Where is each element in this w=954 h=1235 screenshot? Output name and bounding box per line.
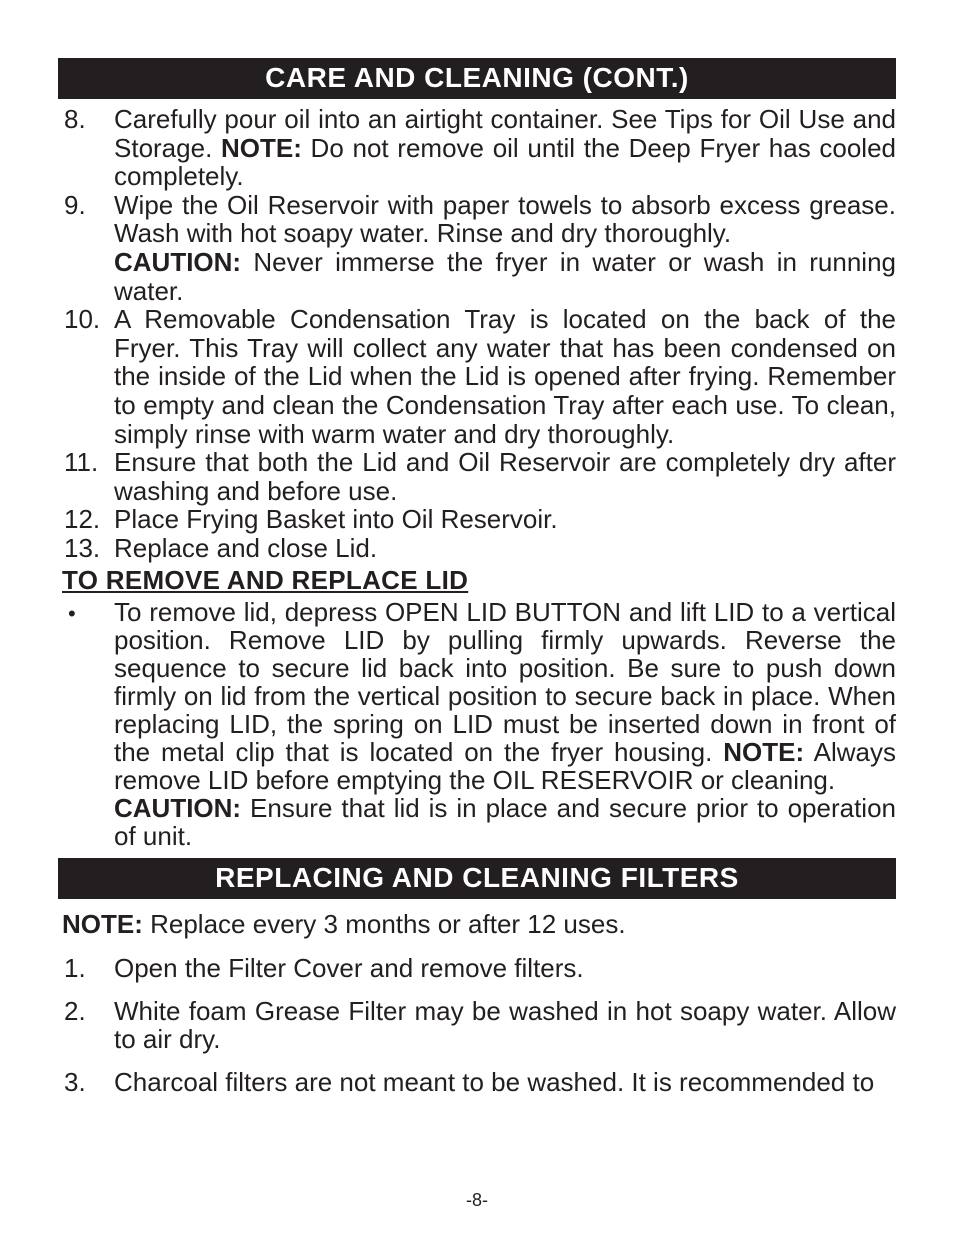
lid-bullet-item: • To remove lid, depress OPEN LID BUTTON…	[58, 598, 896, 851]
care-item-9: 9. Wipe the Oil Reservoir with paper tow…	[58, 191, 896, 305]
filters-list: 1. Open the Filter Cover and remove filt…	[58, 954, 896, 1096]
care-item-8: 8. Carefully pour oil into an airtight c…	[58, 105, 896, 191]
caution-label: CAUTION:	[114, 793, 241, 823]
list-number: 12.	[58, 505, 114, 534]
filters-item-1: 1. Open the Filter Cover and remove filt…	[58, 954, 896, 983]
sub-heading-lid: TO REMOVE AND REPLACE LID	[58, 565, 896, 596]
care-item-10: 10. A Removable Condensation Tray is loc…	[58, 305, 896, 448]
note-label: NOTE:	[723, 737, 804, 767]
list-body: To remove lid, depress OPEN LID BUTTON a…	[114, 598, 896, 851]
list-body: Place Frying Basket into Oil Reservoir.	[114, 505, 896, 534]
list-number: 9.	[58, 191, 114, 305]
list-number: 8.	[58, 105, 114, 191]
section-header-care: CARE AND CLEANING (CONT.)	[58, 58, 896, 99]
note-label: NOTE:	[62, 909, 143, 939]
list-number: 10.	[58, 305, 114, 448]
filters-item-3: 3. Charcoal filters are not meant to be …	[58, 1068, 896, 1097]
filters-item-2: 2. White foam Grease Filter may be washe…	[58, 997, 896, 1054]
filters-note: NOTE: Replace every 3 months or after 12…	[58, 909, 896, 940]
lid-bullet-list: • To remove lid, depress OPEN LID BUTTON…	[58, 598, 896, 851]
list-body: Ensure that both the Lid and Oil Reservo…	[114, 448, 896, 505]
list-body: White foam Grease Filter may be washed i…	[114, 997, 896, 1054]
care-item-12: 12. Place Frying Basket into Oil Reservo…	[58, 505, 896, 534]
text-segment: Replace every 3 months or after 12 uses.	[143, 909, 626, 939]
list-number: 1.	[58, 954, 114, 983]
list-body: Carefully pour oil into an airtight cont…	[114, 105, 896, 191]
care-item-11: 11. Ensure that both the Lid and Oil Res…	[58, 448, 896, 505]
list-number: 11.	[58, 448, 114, 505]
list-number: 3.	[58, 1068, 114, 1097]
note-label: NOTE:	[221, 133, 302, 163]
list-number: 13.	[58, 534, 114, 563]
list-body: A Removable Condensation Tray is located…	[114, 305, 896, 448]
care-item-13: 13. Replace and close Lid.	[58, 534, 896, 563]
list-body: Open the Filter Cover and remove filters…	[114, 954, 896, 983]
care-list: 8. Carefully pour oil into an airtight c…	[58, 105, 896, 563]
text-segment: Wipe the Oil Reservoir with paper towels…	[114, 190, 896, 249]
list-body: Wipe the Oil Reservoir with paper towels…	[114, 191, 896, 305]
list-body: Charcoal filters are not meant to be was…	[114, 1068, 896, 1097]
section-header-filters: REPLACING AND CLEANING FILTERS	[58, 858, 896, 899]
list-number: 2.	[58, 997, 114, 1054]
caution-label: CAUTION:	[114, 247, 241, 277]
page-number: -8-	[0, 1190, 954, 1211]
list-body: Replace and close Lid.	[114, 534, 896, 563]
bullet-icon: •	[58, 598, 114, 851]
